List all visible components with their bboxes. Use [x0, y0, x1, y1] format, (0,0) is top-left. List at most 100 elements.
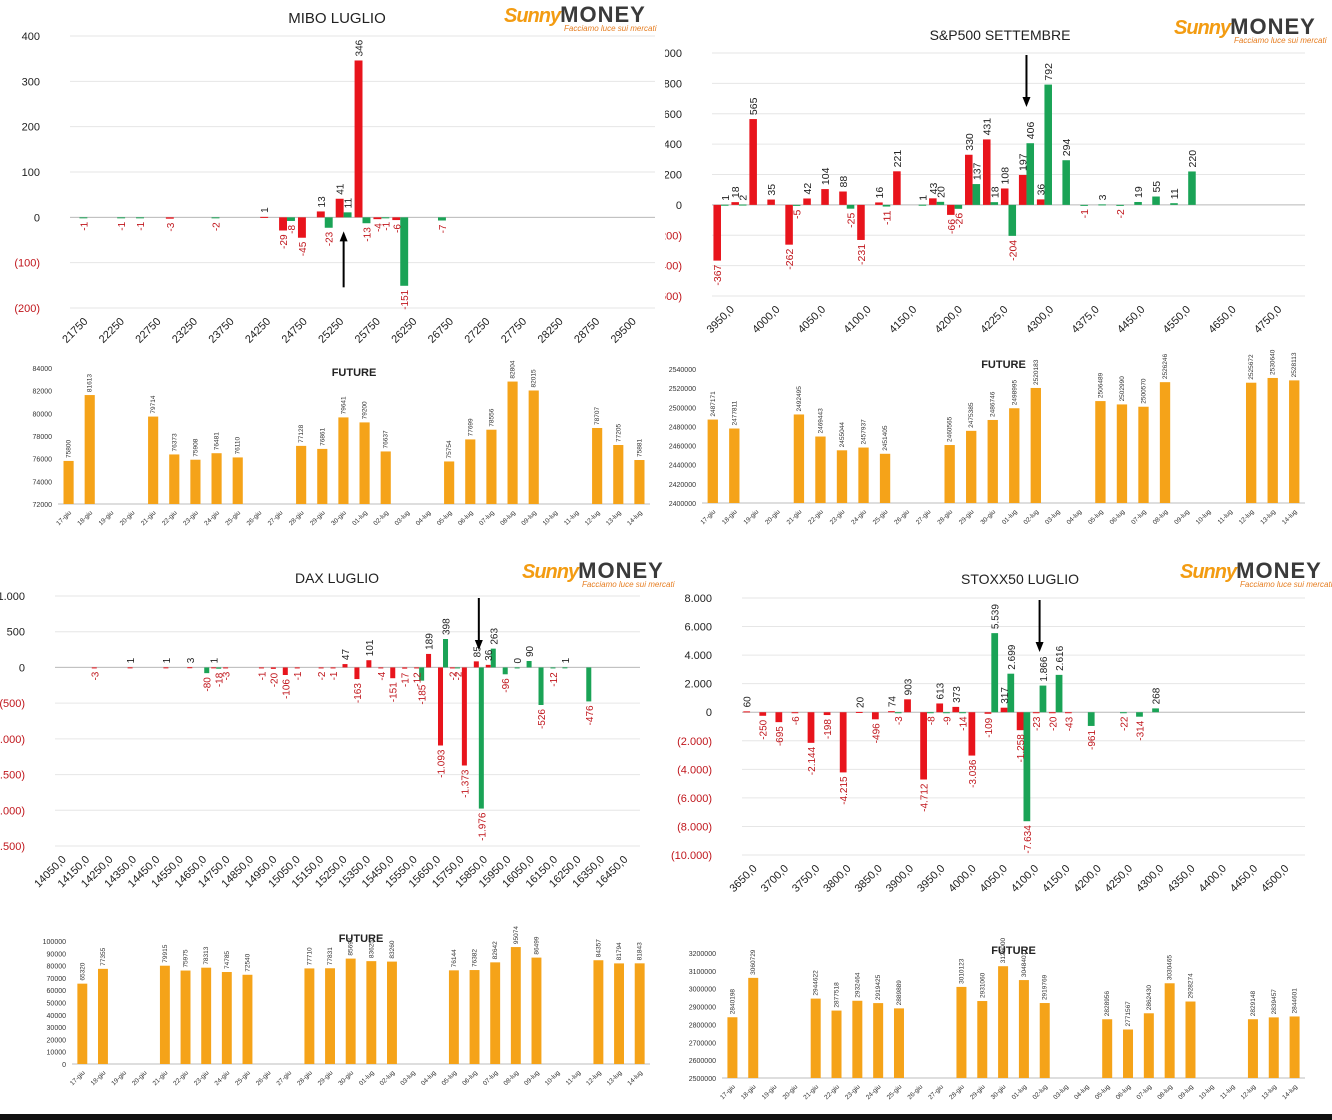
future-date-label: 24-giu — [214, 1069, 232, 1087]
data-label: -526 — [537, 709, 548, 729]
future-date-label: 25-giu — [224, 509, 242, 527]
future-data-label: 2486746 — [990, 391, 997, 417]
x-tick-label: 21750 — [60, 316, 90, 346]
sp500-options-chart: S&P500 SETTEMBRE 1.000 800 600 400 200 0 (200) (… — [665, 27, 1305, 336]
future-date-label: 22-giu — [823, 1083, 841, 1101]
call-bar — [211, 667, 217, 669]
put-bar — [1039, 685, 1047, 713]
call-bar — [335, 198, 344, 218]
dax-future-chart: FUTURE 0 10000 20000 30000 40000 50000 60000 700… — [43, 926, 650, 1087]
data-label: -151 — [389, 682, 400, 702]
future-bar — [345, 958, 356, 1064]
data-label: 85 — [472, 646, 483, 658]
data-label: -1.976 — [477, 812, 488, 841]
mibo-options-chart: MIBO LUGLIO 400 300 200 100 0 (100) (200) -3 1 -29… — [14, 10, 655, 346]
data-label: 18 — [730, 186, 742, 198]
future-bar — [836, 450, 848, 503]
call-bar — [759, 712, 767, 716]
y-tick-label: (1.000) — [0, 734, 25, 746]
future-date-label: 20-giu — [782, 1083, 800, 1101]
future-date-label: 27-giu — [267, 509, 285, 527]
data-label: 221 — [892, 150, 904, 168]
data-label: 294 — [1061, 139, 1073, 157]
data-label: -1 — [79, 221, 90, 230]
future-bar — [613, 445, 624, 504]
put-bar — [1152, 196, 1160, 205]
call-bar — [342, 664, 348, 668]
call-bar — [785, 204, 793, 245]
future-data-label: 2487171 — [710, 391, 717, 417]
future-y-tick-label: 2500000 — [689, 1076, 716, 1083]
future-y-tick-label: 2900000 — [689, 1005, 716, 1012]
future-data-label: 2932464 — [854, 972, 861, 998]
x-tick-label: 3650,0 — [727, 863, 759, 895]
x-tick-label: 4450,0 — [1115, 304, 1147, 336]
y-tick-label: (100) — [14, 258, 40, 270]
future-date-label: 12-lug — [585, 1069, 603, 1087]
x-tick-label: 4000,0 — [946, 863, 978, 895]
x-tick-label: 4050,0 — [978, 863, 1010, 895]
future-data-label: 2469443 — [817, 408, 824, 434]
future-y-tick-label: 2440000 — [669, 463, 696, 470]
data-label: -17 — [401, 672, 412, 687]
future-date-label: 25-giu — [234, 1069, 252, 1087]
call-bar — [258, 667, 264, 669]
data-label: 88 — [838, 176, 850, 188]
data-label: -961 — [1087, 730, 1098, 750]
data-label: 104 — [820, 167, 832, 185]
put-bar — [287, 217, 295, 221]
x-tick-label: 4200,0 — [933, 304, 965, 336]
y-tick-label: 1.000 — [0, 591, 25, 603]
data-label: 36 — [1036, 184, 1048, 196]
future-bar — [366, 961, 377, 1064]
future-date-label: 13-lug — [1260, 1083, 1278, 1101]
data-label: 11 — [344, 198, 355, 209]
logo-tagline: Facciamo luce sui mercati — [582, 580, 675, 589]
y-tick-label: 0 — [706, 707, 712, 719]
future-bar — [1289, 1016, 1300, 1078]
data-label: 1 — [561, 657, 572, 663]
data-label: 2 — [738, 195, 750, 201]
stoxx50-future-chart: FUTURE 2500000 2600000 2700000 2800000 290000… — [689, 938, 1305, 1101]
logo-sunny-money: SunnyMONEY Facciamo luce sui mercati — [504, 2, 656, 33]
future-date-label: 02-lug — [1031, 1083, 1049, 1101]
future-date-label: 13-lug — [605, 509, 623, 527]
future-date-label: 12-lug — [1238, 508, 1256, 526]
data-label: 1 — [210, 657, 221, 663]
put-bar — [514, 667, 520, 669]
future-bar — [1095, 401, 1106, 503]
sp500-future-chart: FUTURE 2400000 2420000 2440000 2460000 248000… — [669, 349, 1305, 526]
future-date-label: 19-giu — [110, 1069, 128, 1087]
x-tick-label: 4500,0 — [1259, 863, 1291, 895]
x-tick-label: 28750 — [572, 316, 602, 346]
future-date-label: 08-lug — [499, 509, 517, 527]
call-bar — [984, 712, 992, 714]
future-date-label: 18-giu — [90, 1069, 108, 1087]
data-label: 792 — [1043, 63, 1055, 81]
future-bar — [148, 416, 159, 504]
call-bar — [485, 664, 491, 668]
call-bar — [392, 217, 401, 221]
logo-money-text: MONEY — [578, 558, 664, 583]
future-date-label: 06-lug — [461, 1069, 479, 1087]
x-tick-label: 25750 — [353, 316, 383, 346]
data-label: -2 — [211, 222, 222, 231]
future-data-label: 77710 — [306, 947, 313, 965]
put-bar — [738, 204, 747, 206]
future-y-tick-label: 82000 — [33, 389, 53, 396]
future-date-label: 29-giu — [309, 509, 327, 527]
future-date-label: 07-lug — [1130, 508, 1148, 526]
future-bar — [1245, 382, 1257, 503]
put-bar — [959, 712, 966, 714]
future-bar — [748, 977, 759, 1078]
y-tick-label: 8.000 — [684, 593, 712, 605]
data-label: -695 — [775, 726, 786, 746]
future-y-tick-label: 2460000 — [669, 444, 696, 451]
future-y-tick-label: 2700000 — [689, 1040, 716, 1047]
future-data-label: 2862430 — [1146, 985, 1153, 1011]
future-data-label: 2457937 — [861, 419, 868, 445]
future-date-label: 26-giu — [893, 508, 911, 526]
future-data-label: 2506489 — [1097, 372, 1104, 398]
future-date-label: 24-giu — [865, 1083, 883, 1101]
put-bar — [538, 667, 544, 705]
